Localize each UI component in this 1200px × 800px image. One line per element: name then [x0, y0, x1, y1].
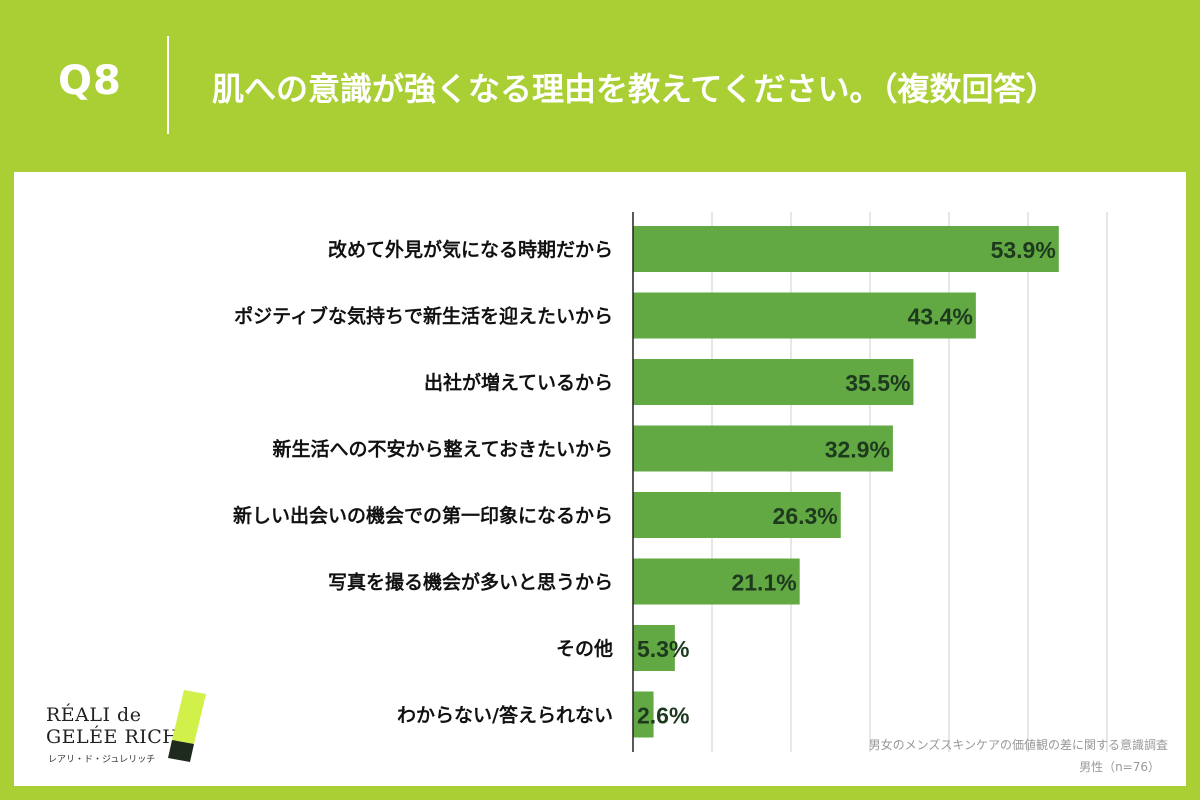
chart-panel [14, 172, 1186, 786]
category-label: 写真を撮る機会が多いと思うから [328, 571, 613, 594]
bar [633, 292, 976, 339]
logo-mark-icon [168, 690, 206, 762]
source-note: 男女のメンズスキンケアの価値観の差に関する意識調査 [868, 738, 1168, 752]
bar [633, 691, 654, 738]
logo-text-line1: RÉALI de [46, 704, 142, 726]
category-label: その他 [556, 637, 613, 660]
logo-katakana: レアリ・ド・ジュレリッチ [48, 755, 156, 765]
value-label: 43.4% [908, 304, 973, 330]
value-label: 21.1% [731, 570, 796, 596]
category-label: ポジティブな気持ちで新生活を迎えたいから [234, 305, 613, 328]
value-label: 53.9% [991, 237, 1056, 263]
category-label: 改めて外見が気になる時期だから [328, 238, 613, 261]
logo-text-line2: GELÉE RICH® [46, 726, 187, 748]
category-label: 新しい出会いの機会での第一印象になるから [233, 504, 613, 527]
bar [633, 226, 1059, 272]
brand-logo: RÉALI de GELÉE RICH® レアリ・ド・ジュレリッチ [46, 690, 216, 770]
value-label: 35.5% [845, 370, 910, 396]
sample-size-note: 男性（n=76） [1079, 760, 1160, 774]
category-label: 新生活への不安から整えておきたいから [273, 438, 613, 461]
bar [633, 425, 893, 472]
bar [633, 359, 914, 405]
bar [633, 625, 675, 671]
value-label: 5.3% [637, 636, 689, 662]
question-number: Q8 [58, 58, 122, 104]
bar [633, 492, 841, 538]
question-title: 肌への意識が強くなる理由を教えてください。（複数回答） [212, 70, 1058, 108]
category-label: 出社が増えているから [424, 371, 613, 394]
header-divider [167, 36, 169, 134]
value-label: 26.3% [773, 503, 838, 529]
value-label: 32.9% [825, 437, 890, 463]
header: Q8 肌への意識が強くなる理由を教えてください。（複数回答） [0, 0, 1200, 172]
category-label: わからない/答えられない [397, 704, 613, 727]
value-label: 2.6% [637, 703, 689, 729]
bar [633, 558, 800, 605]
